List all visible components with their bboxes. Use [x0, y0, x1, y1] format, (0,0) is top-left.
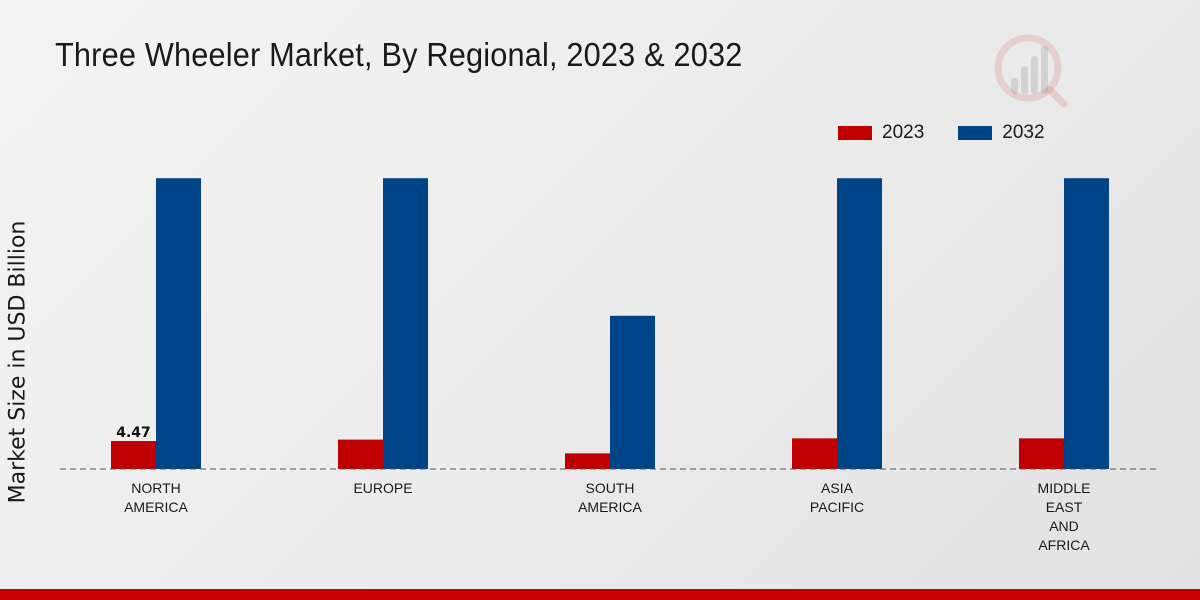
- legend-label-2032: 2032: [1002, 122, 1045, 143]
- x-tick-label-2: SOUTH AMERICA: [578, 480, 642, 515]
- legend-label-2023: 2023: [882, 122, 925, 143]
- x-tick-label-1: EUROPE: [353, 480, 412, 496]
- bar-2023-4: [1019, 438, 1064, 469]
- x-tick-label-0: NORTH AMERICA: [124, 480, 188, 515]
- bar-2032-3: [837, 178, 882, 469]
- bar-2023-0: [111, 441, 156, 469]
- data-label-0: 4.47: [116, 425, 151, 441]
- x-tick-label-4: MIDDLE EAST AND AFRICA: [1038, 480, 1091, 553]
- legend-swatch-2032: [958, 126, 993, 140]
- bar-2023-1: [338, 439, 383, 469]
- chart-title: Three Wheeler Market, By Regional, 2023 …: [55, 36, 743, 73]
- bar-2023-2: [565, 453, 610, 469]
- x-tick-label-3: ASIA PACIFIC: [810, 480, 864, 515]
- legend-swatch-2023: [838, 126, 872, 140]
- bar-2032-1: [383, 178, 428, 469]
- bar-2032-2: [610, 315, 655, 469]
- bottom-accent-bar: [0, 589, 1200, 600]
- bar-2032-0: [156, 178, 201, 469]
- legend-item-2032: 2032: [958, 122, 1045, 144]
- bar-2032-4: [1064, 178, 1109, 469]
- bar-2023-3: [792, 438, 837, 469]
- legend-item-2023: 2023: [838, 122, 924, 144]
- logo-watermark-icon: [994, 34, 1068, 108]
- chart-legend: 2023 2032: [838, 121, 1079, 145]
